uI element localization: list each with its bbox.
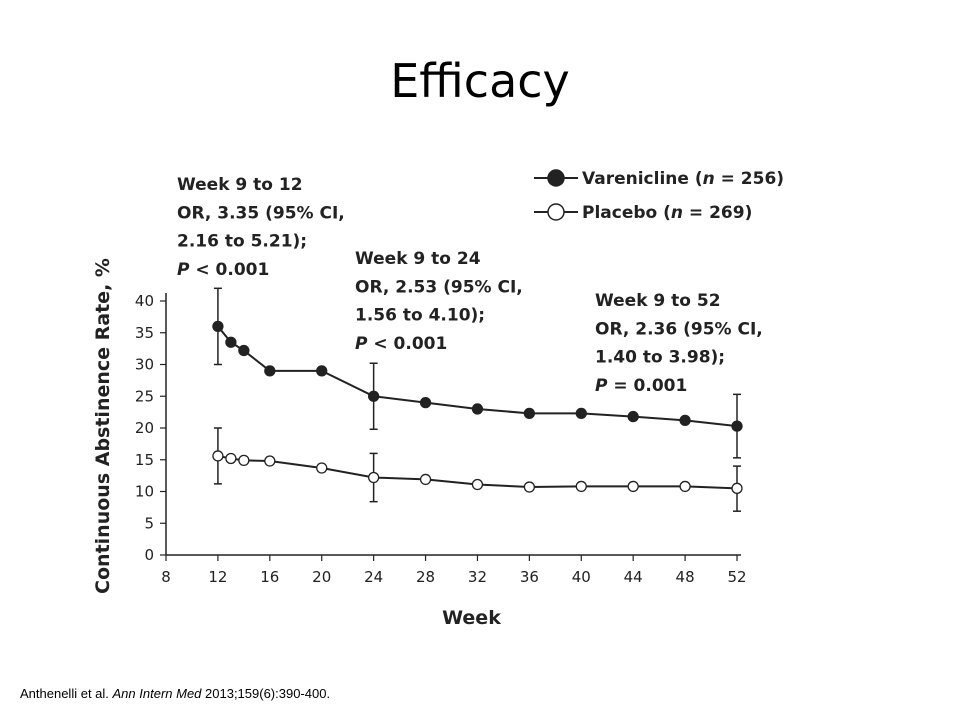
data-point — [679, 414, 691, 427]
x-tick-label-12: 12 — [208, 568, 227, 586]
annotation-w24: Week 9 to 24 OR, 2.53 (95% CI, 1.56 to 4.1… — [355, 249, 523, 354]
data-point — [419, 396, 432, 409]
legend-marker — [547, 203, 565, 221]
citation: Anthenelli et al. Ann Intern Med 2013;15… — [20, 686, 330, 702]
x-tick-label-52: 52 — [727, 568, 746, 586]
data-point — [679, 480, 691, 493]
y-tick-label-10: 10 — [135, 483, 154, 501]
annotation-w52: Week 9 to 52 OR, 2.36 (95% CI, 1.40 to 3.9… — [595, 291, 763, 396]
annotation-line: OR, 2.36 (95% CI, — [595, 319, 763, 339]
data-point — [471, 403, 484, 415]
y-tick-label-15: 15 — [135, 451, 154, 469]
citation-authors: Anthenelli et al. — [20, 686, 113, 701]
y-tick-label-25: 25 — [135, 387, 154, 405]
data-point — [225, 452, 237, 465]
annotation-line: Week 9 to 12 — [177, 175, 303, 195]
data-point — [627, 410, 639, 423]
data-point — [264, 365, 276, 377]
annotation-w12: Week 9 to 12 OR, 3.35 (95% CI, 2.16 to 5.2… — [177, 175, 345, 280]
legend-marker — [547, 169, 565, 187]
data-point — [731, 420, 743, 432]
data-point — [419, 473, 432, 486]
series-placebo — [212, 427, 743, 512]
data-point — [367, 471, 380, 484]
x-tick-label-40: 40 — [572, 568, 591, 586]
data-point — [523, 407, 536, 420]
x-tick-label-28: 28 — [416, 568, 435, 586]
data-point — [575, 407, 587, 420]
x-tick-label-44: 44 — [624, 568, 643, 586]
data-point — [225, 336, 237, 348]
x-tick-label-48: 48 — [676, 568, 695, 586]
citation-journal: Ann Intern Med — [112, 686, 202, 701]
data-point — [212, 450, 224, 462]
annotation-line: Week 9 to 52 — [595, 291, 721, 311]
citation-ref: 2013;159(6):390-400. — [201, 686, 331, 701]
y-tick-label-30: 30 — [135, 356, 154, 374]
data-point — [575, 480, 587, 493]
data-point — [212, 320, 224, 333]
data-point — [731, 482, 743, 494]
legend-label: Placebo (n = 269) — [582, 203, 752, 223]
y-tick-label-20: 20 — [135, 419, 154, 437]
y-tick-label-40: 40 — [135, 292, 154, 310]
annotations: Week 9 to 12 OR, 3.35 (95% CI, 2.16 to 5.2… — [177, 175, 763, 396]
slide-title: Efficacy — [390, 54, 570, 108]
x-tick-label-36: 36 — [520, 568, 539, 586]
annotation-line: Week 9 to 24 — [355, 249, 481, 269]
annotation-line: 1.56 to 4.10); — [355, 306, 485, 326]
legend-label: Varenicline (n = 256) — [582, 169, 784, 189]
annotation-line: OR, 3.35 (95% CI, — [177, 203, 345, 223]
y-tick-label-5: 5 — [144, 514, 154, 532]
y-tick-label-0: 0 — [144, 546, 154, 564]
annotation-line: OR, 2.53 (95% CI, — [355, 277, 523, 297]
data-point — [238, 344, 250, 357]
legend-item-placebo: Placebo (n = 269) — [534, 203, 752, 223]
legend: Varenicline (n = 256) Placebo (n = 269) — [534, 169, 784, 223]
data-point — [627, 480, 639, 493]
x-tick-label-16: 16 — [260, 568, 279, 586]
annotation-pvalue: P < 0.001 — [177, 260, 269, 280]
annotation-line: 2.16 to 5.21); — [177, 232, 307, 252]
data-point — [316, 462, 328, 474]
annotation-line: 1.40 to 3.98); — [595, 348, 725, 368]
legend-item-varenicline: Varenicline (n = 256) — [534, 169, 784, 189]
data-point — [264, 455, 276, 467]
y-tick-label-35: 35 — [135, 324, 154, 342]
data-point — [367, 390, 380, 402]
x-axis-title: Week — [442, 607, 501, 629]
x-tick-label-24: 24 — [364, 568, 383, 586]
annotation-pvalue: P = 0.001 — [595, 376, 687, 396]
x-tick-label-8: 8 — [161, 568, 171, 586]
y-axis-title: Continuous Abstinence Rate, % — [92, 258, 114, 594]
axes: 0 5 10 15 20 25 30 35 40 8 12 16 20 24 28 32 36 40 44 48 52 W… — [92, 258, 747, 629]
x-tick-label-32: 32 — [468, 568, 487, 586]
series-layer — [212, 287, 743, 512]
data-point — [238, 454, 250, 467]
annotation-pvalue: P < 0.001 — [355, 334, 447, 354]
data-point — [471, 478, 484, 491]
data-point — [316, 365, 328, 377]
data-point — [523, 481, 536, 493]
x-tick-label-20: 20 — [312, 568, 331, 586]
series-varenicline — [212, 287, 743, 459]
